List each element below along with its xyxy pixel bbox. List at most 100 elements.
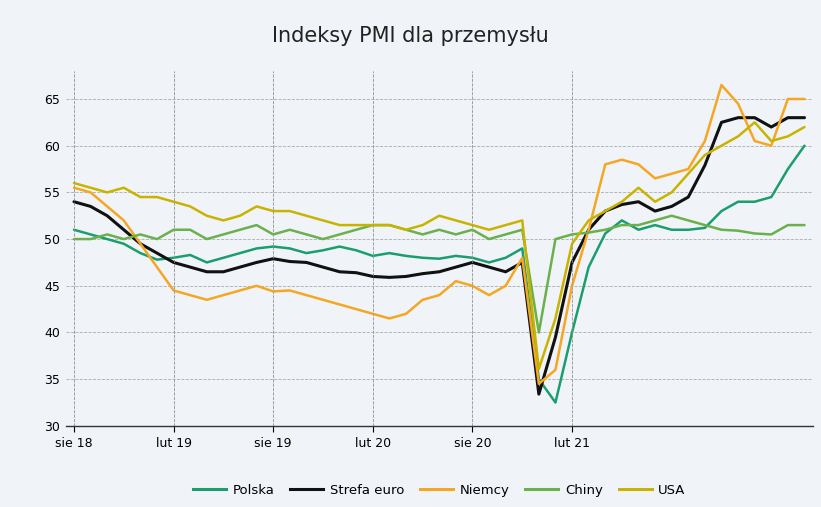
- Niemcy: [301, 292, 311, 298]
- Strefa euro: [301, 260, 311, 266]
- Niemcy: [766, 142, 776, 149]
- Chiny: [567, 231, 577, 237]
- USA: [401, 227, 411, 233]
- Line: USA: USA: [74, 122, 805, 369]
- USA: [268, 208, 278, 214]
- Niemcy: [119, 218, 129, 224]
- Niemcy: [700, 138, 710, 144]
- Polska: [766, 194, 776, 200]
- Line: Strefa euro: Strefa euro: [74, 118, 805, 394]
- Polska: [584, 264, 594, 270]
- Niemcy: [401, 311, 411, 317]
- Niemcy: [617, 157, 626, 163]
- USA: [700, 152, 710, 158]
- Strefa euro: [103, 213, 112, 219]
- Line: Chiny: Chiny: [74, 216, 805, 333]
- Polska: [268, 243, 278, 249]
- Polska: [467, 255, 477, 261]
- Polska: [186, 252, 195, 258]
- Chiny: [368, 222, 378, 228]
- Chiny: [617, 222, 626, 228]
- Polska: [634, 227, 644, 233]
- Polska: [567, 330, 577, 336]
- Niemcy: [218, 292, 228, 298]
- Strefa euro: [534, 391, 544, 397]
- USA: [168, 199, 178, 205]
- Polska: [103, 236, 112, 242]
- Polska: [501, 255, 511, 261]
- Chiny: [218, 231, 228, 237]
- Niemcy: [103, 203, 112, 209]
- Chiny: [766, 231, 776, 237]
- Niemcy: [268, 288, 278, 295]
- Chiny: [103, 231, 112, 237]
- Strefa euro: [634, 199, 644, 205]
- Chiny: [401, 227, 411, 233]
- Strefa euro: [318, 264, 328, 270]
- Polska: [700, 225, 710, 231]
- Text: Indeksy PMI dla przemysłu: Indeksy PMI dla przemysłu: [272, 26, 549, 46]
- Chiny: [85, 236, 95, 242]
- Polska: [667, 227, 677, 233]
- Niemcy: [634, 161, 644, 167]
- USA: [584, 218, 594, 224]
- Niemcy: [800, 96, 810, 102]
- Niemcy: [384, 315, 394, 321]
- Niemcy: [650, 175, 660, 182]
- Polska: [783, 166, 793, 172]
- USA: [551, 315, 561, 321]
- USA: [218, 218, 228, 224]
- Strefa euro: [683, 194, 693, 200]
- Polska: [534, 376, 544, 382]
- Niemcy: [152, 264, 162, 270]
- Polska: [135, 250, 145, 256]
- USA: [766, 138, 776, 144]
- USA: [600, 208, 610, 214]
- Strefa euro: [700, 162, 710, 168]
- Polska: [717, 208, 727, 214]
- Chiny: [418, 231, 428, 237]
- Strefa euro: [517, 260, 527, 266]
- Strefa euro: [384, 274, 394, 280]
- USA: [186, 203, 195, 209]
- Strefa euro: [451, 264, 461, 270]
- USA: [667, 189, 677, 195]
- Niemcy: [335, 302, 345, 308]
- Chiny: [119, 236, 129, 242]
- Polska: [285, 245, 295, 251]
- USA: [152, 194, 162, 200]
- Chiny: [235, 227, 245, 233]
- Line: Polska: Polska: [74, 146, 805, 403]
- Strefa euro: [351, 270, 361, 276]
- USA: [351, 222, 361, 228]
- Niemcy: [750, 138, 759, 144]
- Polska: [434, 256, 444, 262]
- Strefa euro: [418, 271, 428, 277]
- Polska: [69, 227, 79, 233]
- Strefa euro: [401, 273, 411, 279]
- Strefa euro: [85, 203, 95, 209]
- Chiny: [268, 231, 278, 237]
- Legend: Polska, Strefa euro, Niemcy, Chiny, USA: Polska, Strefa euro, Niemcy, Chiny, USA: [188, 479, 690, 502]
- Chiny: [135, 231, 145, 237]
- Chiny: [501, 231, 511, 237]
- Polska: [451, 253, 461, 259]
- USA: [85, 185, 95, 191]
- USA: [517, 218, 527, 224]
- Strefa euro: [168, 260, 178, 266]
- Niemcy: [467, 283, 477, 289]
- Chiny: [186, 227, 195, 233]
- Strefa euro: [617, 201, 626, 207]
- USA: [69, 180, 79, 186]
- USA: [434, 213, 444, 219]
- Niemcy: [600, 161, 610, 167]
- Niemcy: [135, 241, 145, 247]
- Strefa euro: [152, 250, 162, 256]
- USA: [467, 222, 477, 228]
- USA: [119, 185, 129, 191]
- USA: [318, 218, 328, 224]
- Chiny: [252, 222, 262, 228]
- Niemcy: [186, 292, 195, 298]
- Strefa euro: [800, 115, 810, 121]
- Chiny: [783, 222, 793, 228]
